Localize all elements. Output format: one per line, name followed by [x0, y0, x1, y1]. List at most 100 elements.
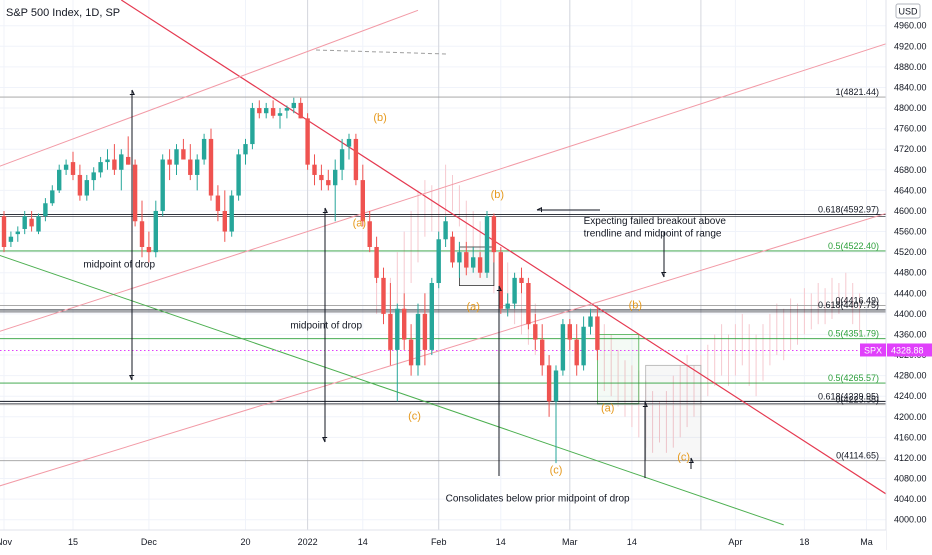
- currency-badge[interactable]: USD: [895, 3, 921, 19]
- candle-body: [471, 257, 476, 268]
- candle-body: [450, 236, 455, 263]
- candle-body: [498, 252, 503, 309]
- price-tick-label: 4080.00: [894, 474, 927, 484]
- time-tick-label: 14: [496, 537, 506, 547]
- price-tick-label: 4440.00: [894, 288, 927, 298]
- price-axis-bg: [886, 0, 932, 550]
- candle-body: [574, 339, 579, 366]
- last-price-symbol: SPX: [864, 345, 882, 355]
- candle-body: [1, 216, 7, 247]
- candle-body: [333, 169, 338, 186]
- time-tick-label: Mar: [562, 537, 578, 547]
- fib-label: 0.5(4522.40): [828, 241, 879, 251]
- wave-label: (a): [353, 217, 366, 229]
- candle-body: [346, 138, 352, 147]
- candle-body: [374, 246, 379, 278]
- candle-body: [70, 162, 76, 175]
- candle-body: [540, 339, 545, 366]
- candle-body: [126, 156, 131, 165]
- price-tick-label: 4920.00: [894, 41, 927, 51]
- candle-body: [395, 308, 400, 350]
- candle-body: [319, 174, 324, 181]
- wave-label: (b): [491, 189, 504, 201]
- annotation-text: trendline and midpoint of range: [584, 229, 722, 240]
- price-tick-label: 4240.00: [894, 391, 927, 401]
- candle-body: [408, 339, 414, 366]
- price-tick-label: 4360.00: [894, 329, 927, 339]
- price-tick-label: 4160.00: [894, 432, 927, 442]
- candle-body: [167, 159, 172, 165]
- fib-label: 0.5(4265.57): [828, 373, 879, 383]
- fib-label: 0(4223.58): [835, 395, 879, 405]
- candle-body: [229, 195, 234, 232]
- candle-body: [181, 149, 186, 160]
- trendline: [0, 9, 419, 167]
- candle-body: [257, 108, 262, 114]
- candle-body: [208, 138, 214, 196]
- arrow-head: [322, 207, 328, 214]
- candle-body: [457, 252, 462, 263]
- fib-label: 0.618(4592.97): [818, 205, 879, 215]
- time-tick-label: 18: [799, 537, 809, 547]
- candle-body: [284, 108, 290, 111]
- candle-body: [367, 221, 372, 247]
- candle-body: [112, 159, 117, 170]
- candle-body: [22, 216, 27, 229]
- arrow-head: [129, 374, 135, 381]
- candle-body: [146, 246, 152, 253]
- candle-body: [50, 190, 55, 204]
- trendline: [120, 0, 895, 500]
- candle-body: [29, 218, 34, 227]
- range-box: [597, 334, 640, 405]
- candle-body: [339, 149, 345, 170]
- candle-body: [415, 313, 421, 366]
- fib-label: 0.618(4407.75): [818, 300, 879, 310]
- candle-body: [43, 203, 48, 217]
- price-tick-label: 4840.00: [894, 82, 927, 92]
- candle-body: [484, 216, 490, 273]
- price-tick-label: 4800.00: [894, 103, 927, 113]
- arrow-head: [496, 285, 502, 292]
- time-axis-bg: [0, 530, 886, 550]
- wave-label: (c): [677, 452, 690, 464]
- candle-body: [305, 118, 310, 165]
- annotation-text: Consolidates below prior midpoint of dro…: [446, 494, 630, 505]
- time-tick-label: Apr: [728, 537, 742, 547]
- candle-body: [588, 316, 593, 327]
- wave-label: (b): [629, 300, 642, 312]
- candle-body: [533, 324, 538, 340]
- fib-levels: 1(4821.44) 0.618(4592.97) 0.5(4522.40) 0(44…: [0, 87, 886, 462]
- price-tick-label: 4880.00: [894, 62, 927, 72]
- fib-label: 1(4821.44): [835, 87, 879, 97]
- last-price-badge: [887, 343, 932, 357]
- candle-body: [98, 162, 103, 173]
- arrow-head: [661, 271, 667, 278]
- wave-label: (b): [373, 112, 386, 124]
- candle-body: [91, 172, 96, 181]
- wave-label: (c): [408, 410, 421, 422]
- candle-body: [464, 252, 469, 268]
- candle-body: [526, 283, 531, 325]
- price-tick-label: 4200.00: [894, 412, 927, 422]
- price-tick-label: 4400.00: [894, 309, 927, 319]
- candle-body: [560, 324, 566, 371]
- candle-body: [291, 102, 296, 109]
- candle-body: [360, 180, 365, 222]
- candle-body: [222, 210, 227, 232]
- range-box: [645, 364, 702, 461]
- dashed-projection: [315, 49, 447, 55]
- candle-body: [57, 169, 62, 191]
- candle-body: [139, 221, 145, 247]
- candle-body: [443, 221, 448, 240]
- price-tick-label: 4040.00: [894, 494, 927, 504]
- currency-label: USD: [898, 7, 918, 17]
- candle-body: [63, 164, 69, 170]
- time-tick-label: Dec: [141, 537, 158, 547]
- time-tick-label: 14: [358, 537, 368, 547]
- annotation-text: midpoint of drop: [290, 320, 362, 331]
- wave-label: (a): [466, 301, 479, 313]
- candle-body: [353, 138, 359, 181]
